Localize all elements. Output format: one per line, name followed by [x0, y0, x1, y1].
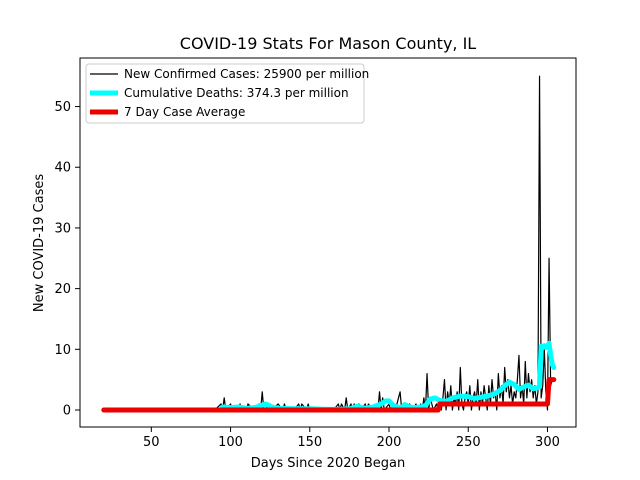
plot-area	[101, 75, 557, 413]
x-tick-label: 150	[297, 435, 322, 450]
y-tick-label: 40	[54, 161, 71, 176]
series-line-3	[101, 377, 557, 413]
x-tick-label: 100	[218, 435, 243, 450]
chart-title: COVID-19 Stats For Mason County, IL	[180, 34, 477, 53]
legend-box	[85, 63, 365, 124]
y-tick-label: 10	[54, 343, 71, 358]
y-tick-label: 0	[63, 404, 71, 419]
x-tick-label: 50	[143, 435, 160, 450]
legend-label-3: 7 Day Case Average	[124, 105, 245, 119]
legend: New Confirmed Cases: 25900 per million Cu…	[85, 63, 369, 124]
x-tick-label: 250	[456, 435, 481, 450]
x-tick-label: 300	[535, 435, 560, 450]
y-tick-label: 50	[54, 100, 71, 115]
x-axis-label: Days Since 2020 Began	[251, 456, 406, 471]
plot-frame	[79, 57, 577, 428]
legend-label-1: New Confirmed Cases: 25900 per million	[124, 67, 369, 81]
y-tick-label: 30	[54, 221, 71, 236]
legend-label-2: Cumulative Deaths: 374.3 per million	[124, 86, 349, 100]
y-tick-label: 20	[54, 282, 71, 297]
axis-ticks: 50 100 150 200 250 300 0 10 20 30 40 50	[54, 57, 577, 450]
y-axis-label: New COVID-19 Cases	[32, 174, 47, 312]
x-tick-label: 200	[377, 435, 402, 450]
